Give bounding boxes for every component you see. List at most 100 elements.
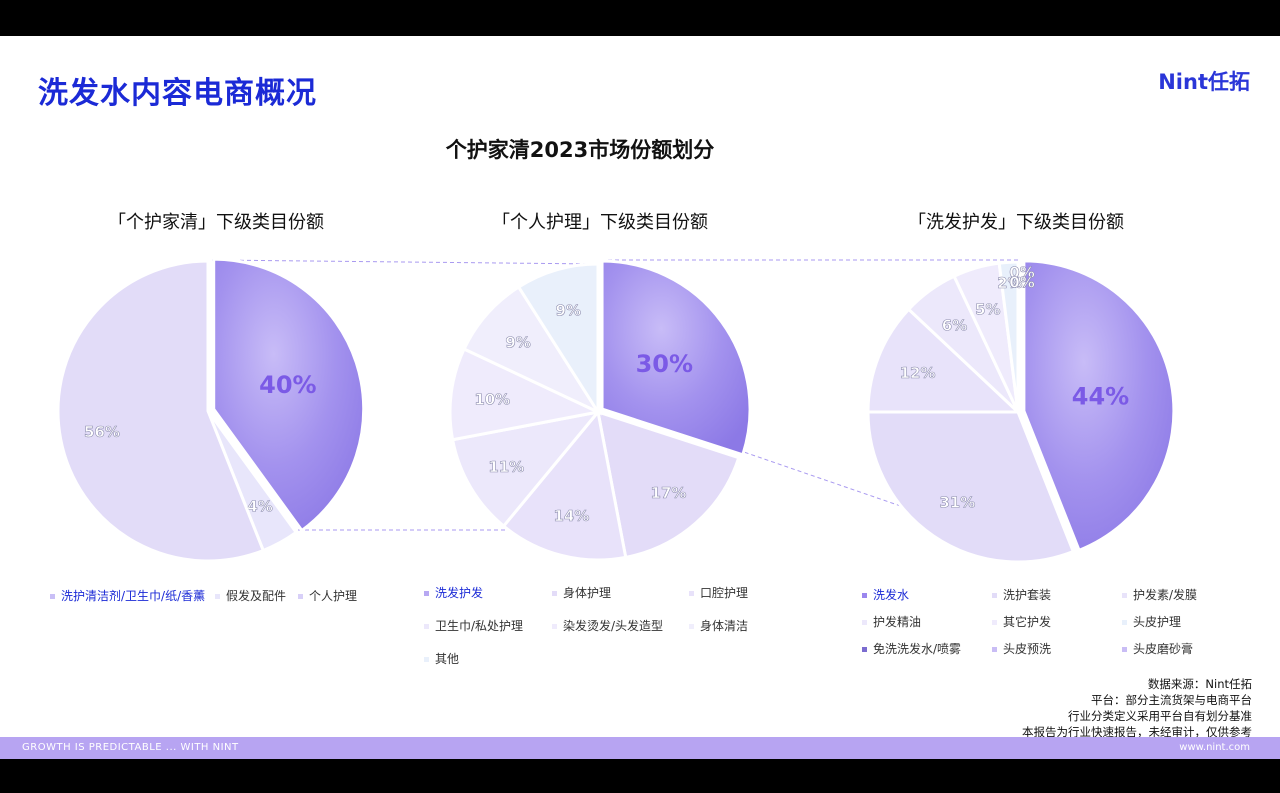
legend-swatch — [862, 620, 867, 625]
legend-label: 洗发水 — [873, 588, 910, 602]
legend-swatch — [1122, 647, 1127, 652]
legend-item: 洗发护发 — [424, 584, 483, 601]
pie3-data-label: 5% — [975, 300, 1000, 318]
legend-label: 身体清洁 — [700, 619, 749, 633]
legend-label: 护发素/发膜 — [1133, 588, 1198, 602]
pie3-data-label: 12% — [900, 364, 936, 382]
source-notes: 数据来源：Nint任拓 平台：部分主流货架与电商平台 行业分类定义采用平台自有划… — [1022, 676, 1252, 740]
legend-swatch — [992, 593, 997, 598]
pie3-slice — [866, 410, 1076, 564]
pie1-slice — [212, 257, 366, 533]
legend-item: 洗护清洁剂/卫生巾/纸/香薰 — [50, 587, 205, 604]
footer-url: www.nint.com — [1179, 742, 1250, 753]
legend-item: 卫生巾/私处护理 — [424, 617, 523, 634]
pie2-data-label: 30% — [636, 350, 693, 378]
legend-item: 护发精油 — [862, 613, 921, 630]
pie2-data-label: 11% — [488, 458, 524, 476]
legend-label: 卫生巾/私处护理 — [435, 619, 524, 633]
legend-item: 其他 — [424, 650, 459, 667]
pie1-data-label: 4% — [247, 498, 272, 516]
legend-swatch — [215, 594, 220, 599]
pie3-data-label: 6% — [942, 317, 967, 335]
slide: 洗发水内容电商概况 Nint任拓 个护家清2023市场份额划分 「个护家清」下级… — [0, 36, 1280, 759]
legend-swatch — [50, 594, 55, 599]
legend-item: 洗护套装 — [992, 586, 1051, 603]
source-line: 平台：部分主流货架与电商平台 — [1091, 693, 1252, 707]
source-line: 行业分类定义采用平台自有划分基准 — [1068, 709, 1252, 723]
source-line: 数据来源：Nint任拓 — [1147, 677, 1252, 691]
page-title: 洗发水内容电商概况 — [38, 76, 317, 111]
pie2-slice — [600, 259, 752, 457]
legend-item: 头皮护理 — [1122, 613, 1181, 630]
legend-label: 洗护套装 — [1003, 588, 1052, 602]
footer-slogan: GROWTH IS PREDICTABLE ... WITH NINT — [22, 742, 239, 753]
legend-swatch — [689, 591, 694, 596]
pie2-slice — [596, 409, 741, 560]
legend-item: 身体护理 — [552, 584, 611, 601]
pie3-data-label: 2% — [997, 274, 1022, 292]
pie-charts: 40% 4% 56% 30% 17% 14% 11% 10% 9% 9% 44% 31% 12% 6% 5%… — [56, 257, 1176, 564]
source-line: 本报告为行业快速报告，未经审计，仅供参考 — [1022, 725, 1252, 739]
pie2-data-label: 9% — [505, 334, 530, 352]
pie1-slice — [56, 259, 266, 563]
legend-swatch — [992, 647, 997, 652]
legend-label: 头皮护理 — [1133, 615, 1182, 629]
legend-swatch — [552, 591, 557, 596]
pie1-data-label: 56% — [84, 423, 120, 441]
pie3-data-label: 0% — [1009, 264, 1034, 282]
legend-label: 头皮磨砂膏 — [1133, 642, 1194, 656]
legend-label: 口腔护理 — [700, 586, 749, 600]
chart-super-title: 个护家清2023市场份额划分 — [445, 138, 715, 162]
legend-item: 身体清洁 — [689, 617, 748, 634]
pie3-data-label: 44% — [1072, 382, 1129, 410]
legend-item: 洗发水 — [862, 586, 909, 603]
legend-label: 染发烫发/头发造型 — [563, 619, 664, 633]
pie3-data-label: 31% — [939, 493, 975, 511]
legend-label: 头皮预洗 — [1003, 642, 1052, 656]
pie1-data-label: 40% — [259, 371, 316, 399]
legend-swatch — [862, 647, 867, 652]
legend-swatch — [552, 624, 557, 629]
legend-swatch — [1122, 620, 1127, 625]
legend-label: 个人护理 — [309, 589, 358, 603]
pie2-slice — [450, 409, 602, 529]
legend-swatch — [424, 657, 429, 662]
legend-swatch — [424, 591, 429, 596]
legend-item: 个人护理 — [298, 587, 357, 604]
legend-swatch — [424, 624, 429, 629]
legend-label: 洗发护发 — [435, 586, 484, 600]
brand-logo: Nint任拓 — [1158, 70, 1250, 94]
pie3-slice — [866, 307, 1022, 414]
pie2-data-label: 10% — [474, 391, 510, 409]
legend-item: 其它护发 — [992, 613, 1051, 630]
pie3-data-label: 0% — [1009, 274, 1034, 292]
pie3-slice — [997, 260, 1020, 413]
connector-line — [211, 259, 599, 265]
legend-label: 其它护发 — [1003, 615, 1052, 629]
pie2-data-label: 9% — [556, 302, 581, 320]
legend-label: 护发精油 — [873, 615, 922, 629]
legend-item: 染发烫发/头发造型 — [552, 617, 663, 634]
legend-label: 免洗洗发水/喷雾 — [873, 642, 962, 656]
pie3-title: 「洗发护发」下级类目份额 — [908, 212, 1124, 233]
pie2-slice — [501, 408, 628, 562]
pie2-title: 「个人护理」下级类目份额 — [492, 212, 708, 233]
legend-swatch — [862, 593, 867, 598]
pie2-data-label: 17% — [651, 484, 687, 502]
legend-swatch — [992, 620, 997, 625]
legend-swatch — [298, 594, 303, 599]
pie3-slice — [1022, 259, 1176, 553]
legend-label: 其他 — [435, 652, 460, 666]
footer-bar: GROWTH IS PREDICTABLE ... WITH NINT www.… — [0, 737, 1280, 759]
legend-item: 护发素/发膜 — [1122, 586, 1197, 603]
legend-item: 头皮预洗 — [992, 640, 1051, 657]
legend-item: 免洗洗发水/喷雾 — [862, 640, 961, 657]
pie2-data-label: 14% — [554, 507, 590, 525]
pie2-slice — [462, 284, 603, 416]
legend-item: 假发及配件 — [215, 587, 286, 604]
legend-label: 身体护理 — [563, 586, 612, 600]
pie1-title: 「个护家清」下级类目份额 — [108, 212, 324, 233]
legend-item: 口腔护理 — [689, 584, 748, 601]
pie2-slice — [516, 262, 600, 418]
legend-item: 头皮磨砂膏 — [1122, 640, 1193, 657]
